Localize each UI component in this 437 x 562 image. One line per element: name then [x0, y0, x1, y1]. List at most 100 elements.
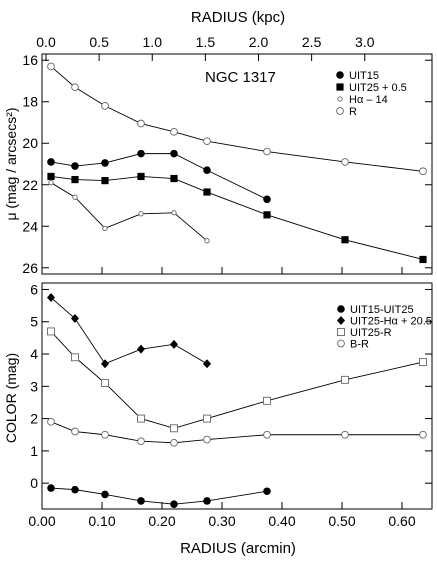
legend-label: UIT15-UIT25 — [350, 304, 414, 316]
data-point-filled-circle — [47, 158, 55, 166]
top-x-axis-title: RADIUS (kpc) — [191, 9, 285, 26]
bottom-panel-series — [47, 293, 427, 508]
data-point-filled-circle — [203, 497, 211, 505]
top-y-tick-label: 26 — [22, 260, 38, 276]
data-point-filled-circle — [137, 149, 145, 158]
legend-label: Hα – 14 — [349, 94, 388, 106]
data-point-open-circle — [137, 437, 145, 446]
legend-label: UIT15 — [349, 70, 379, 82]
data-point-filled-diamond — [203, 359, 211, 369]
data-point-filled-circle — [263, 487, 271, 496]
data-point-small-open-circle — [48, 180, 54, 186]
data-point-open-circle — [203, 435, 211, 444]
data-point-small-open-circle — [102, 225, 108, 231]
bottom-y-tick-label: 1 — [30, 443, 38, 459]
data-point-filled-circle — [263, 195, 271, 204]
top-y-tick-label: 18 — [22, 94, 38, 110]
data-point-open-square — [337, 328, 345, 336]
data-point-filled-circle — [71, 162, 79, 170]
data-point-open-square — [137, 414, 145, 423]
data-point-filled-diamond — [170, 339, 178, 349]
series-line-1 — [50, 176, 424, 260]
legend-label: UIT25-Hα + 20.5 — [350, 316, 432, 328]
bottom-x-tick-label: 0.30 — [208, 513, 235, 529]
legend-label: R — [349, 106, 357, 118]
data-point-open-circle — [203, 137, 211, 146]
top-y-axis-title: μ (mag / arcsecs²) — [3, 107, 19, 220]
data-point-open-circle — [137, 119, 145, 128]
data-point-open-square — [341, 375, 349, 384]
data-point-open-square — [170, 424, 178, 433]
data-point-open-circle — [336, 107, 344, 115]
top-kpc-tick-label: 3.0 — [355, 34, 375, 50]
data-point-filled-square — [101, 177, 109, 185]
data-point-open-square — [419, 358, 427, 367]
bottom-x-tick-label: 0.50 — [328, 513, 355, 529]
bottom-x-tick-label: 0.40 — [268, 513, 295, 529]
data-point-small-open-circle — [138, 211, 144, 217]
bottom-y-tick-label: 2 — [30, 411, 38, 427]
data-point-filled-circle — [101, 159, 109, 167]
data-point-small-open-circle — [72, 194, 78, 200]
data-point-filled-square — [47, 172, 55, 181]
data-point-filled-square — [419, 255, 427, 264]
data-point-filled-circle — [337, 305, 345, 313]
top-y-tick-label: 16 — [22, 52, 38, 68]
data-point-open-square — [71, 353, 79, 362]
series-line-1 — [50, 297, 208, 365]
data-point-filled-square — [263, 211, 271, 219]
bottom-x-tick-label: 0.60 — [388, 513, 415, 529]
data-point-open-circle — [101, 102, 109, 110]
top-kpc-tick-labels: 0.0 0.5 1.0 1.5 2.0 2.5 3.0 — [36, 34, 375, 61]
bottom-y-tick-label: 0 — [30, 475, 38, 491]
data-point-open-square — [203, 414, 211, 423]
bottom-x-tick-label: 0.00 — [28, 513, 55, 529]
bottom-panel-axes: 0 1 2 3 4 5 6 0.00 0.10 0.20 0.30 0.40 0.50 0.60 — [28, 267, 432, 529]
data-point-filled-square — [170, 174, 178, 183]
data-point-small-open-circle — [337, 96, 343, 102]
top-y-tick-label: 20 — [22, 135, 38, 151]
top-y-tick-label: 22 — [22, 177, 38, 193]
bottom-y-tick-label: 6 — [30, 281, 38, 297]
data-point-filled-circle — [101, 490, 109, 499]
top-panel-series — [47, 62, 427, 264]
data-point-open-circle — [341, 158, 349, 166]
bottom-x-tick-label: 0.20 — [148, 513, 175, 529]
legend-label: B-R — [350, 339, 369, 351]
series-line-2 — [50, 182, 208, 242]
data-point-filled-square — [203, 188, 211, 196]
top-panel-axes: 16 18 20 22 24 26 — [22, 52, 432, 276]
data-point-open-square — [47, 327, 55, 336]
data-point-filled-diamond — [137, 344, 145, 354]
top-kpc-tick-label: 2.0 — [249, 34, 269, 50]
data-point-filled-diamond — [101, 359, 109, 369]
series-line-0 — [50, 153, 268, 200]
data-point-filled-diamond — [71, 314, 79, 324]
series-line-0 — [50, 487, 268, 505]
data-point-filled-diamond — [47, 293, 55, 303]
data-point-open-circle — [101, 430, 109, 439]
data-point-filled-square — [137, 172, 145, 181]
data-point-open-circle — [47, 62, 55, 71]
data-point-open-circle — [71, 83, 79, 92]
top-kpc-tick-label: 1.0 — [143, 34, 163, 50]
bottom-x-axis-title: RADIUS (arcmin) — [180, 540, 296, 557]
data-point-filled-circle — [137, 497, 145, 505]
top-kpc-tick-label: 0.0 — [36, 34, 56, 50]
data-point-open-circle — [170, 438, 178, 447]
data-point-filled-square — [71, 175, 79, 184]
data-point-open-circle — [337, 339, 345, 348]
legend-label: UIT25 + 0.5 — [349, 82, 407, 94]
data-point-small-open-circle — [171, 210, 177, 216]
bottom-panel-frame — [41, 282, 433, 510]
data-point-filled-diamond — [337, 316, 345, 325]
bottom-y-tick-label: 3 — [30, 378, 38, 394]
data-point-small-open-circle — [204, 238, 210, 244]
data-point-open-square — [263, 396, 271, 405]
data-point-filled-square — [336, 83, 344, 91]
data-point-open-circle — [341, 430, 349, 439]
data-point-open-circle — [170, 127, 178, 136]
